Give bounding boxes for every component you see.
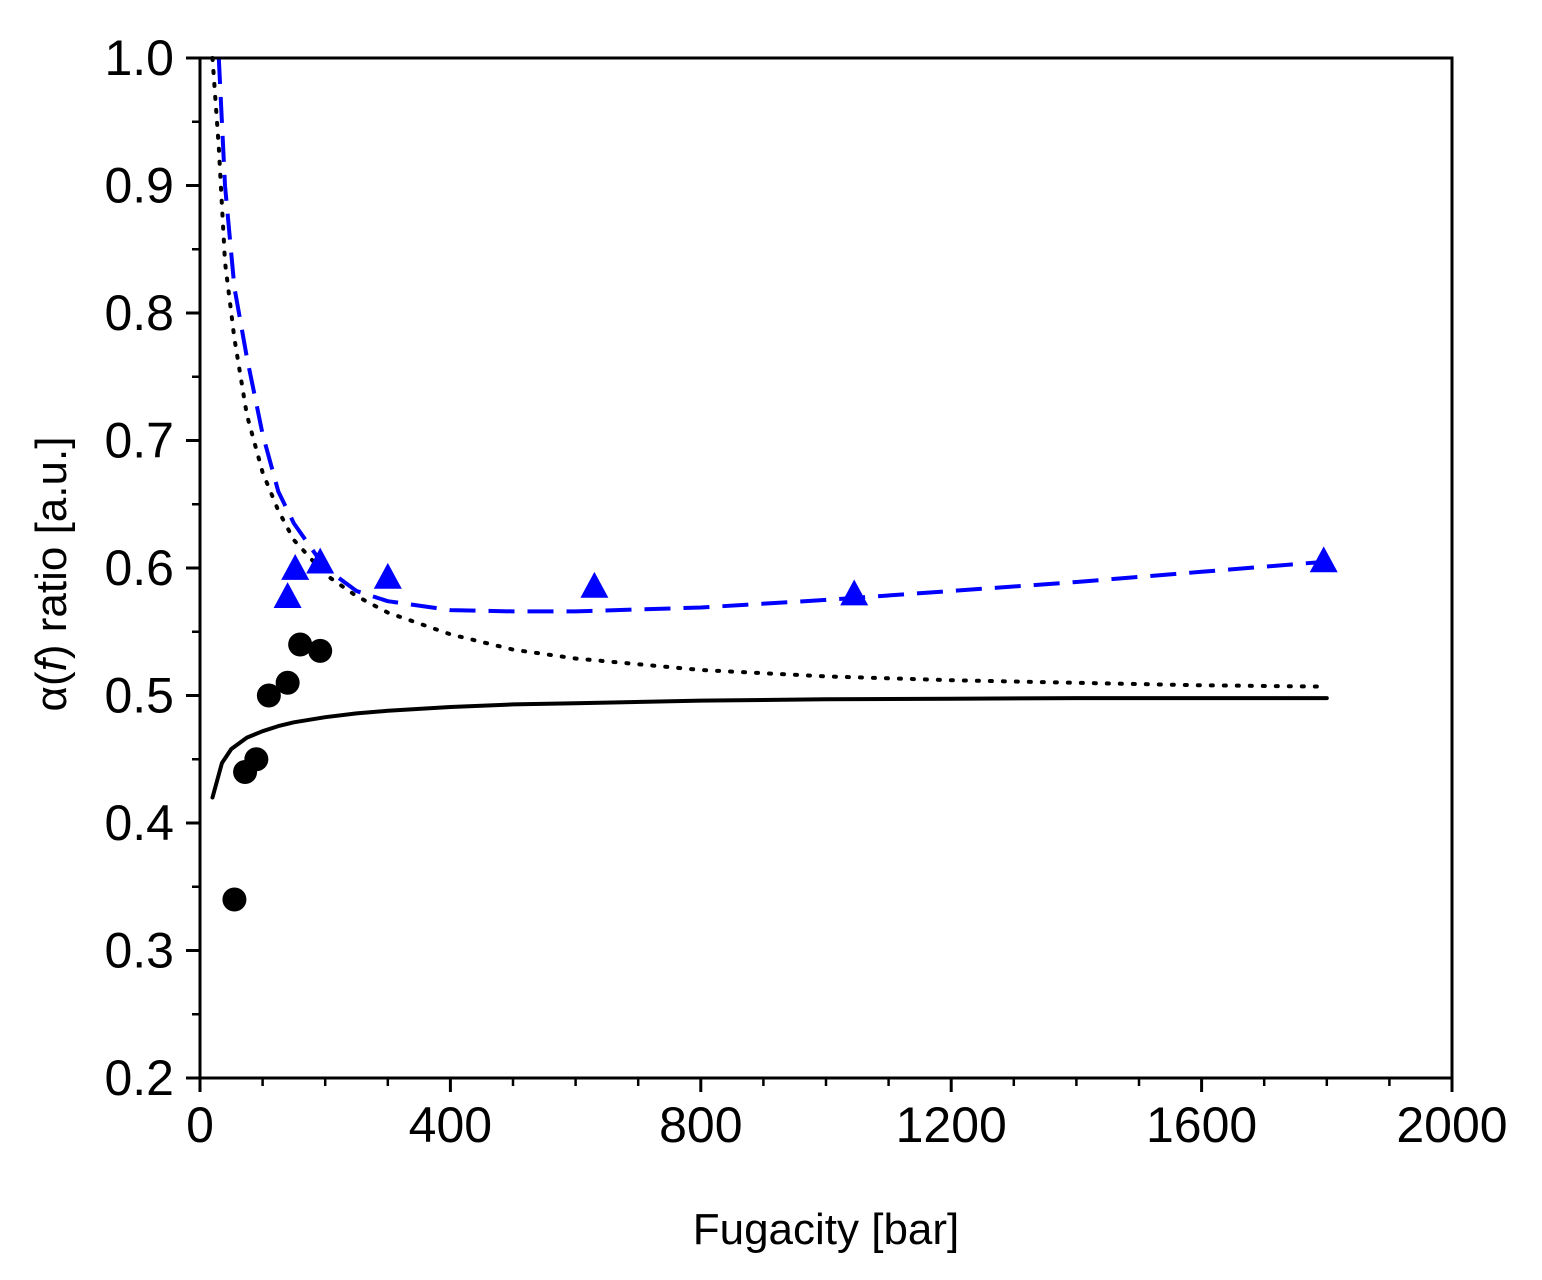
x-tick-label: 1600 bbox=[1146, 1097, 1257, 1153]
axis-ticks bbox=[186, 56, 1454, 1092]
x-tick-label: 1200 bbox=[896, 1097, 1007, 1153]
dotted-fit-line bbox=[210, 56, 1329, 689]
y-axis-title-part-3: ) ratio [a.u.] bbox=[27, 437, 76, 660]
x-tick-label: 800 bbox=[659, 1097, 742, 1153]
y-tick-label: 0.5 bbox=[104, 668, 174, 724]
circle-marker bbox=[288, 632, 313, 657]
data-points bbox=[222, 546, 1338, 912]
y-tick-label: 0.8 bbox=[104, 285, 174, 341]
dashed-fit-line bbox=[216, 57, 1327, 614]
tick-labels: 0 400 800 1200 1600 2000 0.2 0.3 0.4 0.5 0.6 0.7 0.8… bbox=[104, 30, 1507, 1153]
triangle-marker bbox=[306, 547, 335, 574]
y-tick-label: 0.6 bbox=[104, 540, 174, 596]
x-tick-label: 0 bbox=[186, 1097, 214, 1153]
circle-marker bbox=[275, 670, 300, 695]
triangle-marker bbox=[840, 579, 869, 606]
circle-marker bbox=[244, 747, 269, 772]
y-tick-label: 0.9 bbox=[104, 158, 174, 214]
triangle-marker bbox=[273, 582, 302, 608]
plot-frame bbox=[198, 56, 1454, 1080]
circle-marker bbox=[308, 638, 333, 663]
fit-lines bbox=[210, 56, 1329, 800]
x-axis-title: Fugacity [bar] bbox=[693, 1205, 960, 1254]
x-tick-label: 2000 bbox=[1396, 1097, 1507, 1153]
y-tick-label: 0.7 bbox=[104, 413, 174, 469]
circle-marker bbox=[256, 683, 281, 708]
triangle-marker bbox=[373, 562, 402, 589]
y-axis-title-part-1: α( bbox=[27, 671, 76, 711]
solid-fit-line bbox=[210, 696, 1329, 800]
triangle-marker bbox=[580, 571, 609, 598]
y-tick-label: 1.0 bbox=[104, 30, 174, 86]
y-axis-title: α(f) ratio [a.u.] bbox=[27, 437, 76, 712]
triangle-marker bbox=[281, 554, 310, 580]
y-tick-label: 0.3 bbox=[104, 923, 174, 979]
triangle-marker bbox=[1309, 546, 1338, 573]
x-tick-label: 400 bbox=[409, 1097, 492, 1153]
y-tick-label: 0.4 bbox=[104, 795, 174, 851]
circle-marker bbox=[222, 887, 247, 912]
y-tick-label: 0.2 bbox=[104, 1050, 174, 1106]
